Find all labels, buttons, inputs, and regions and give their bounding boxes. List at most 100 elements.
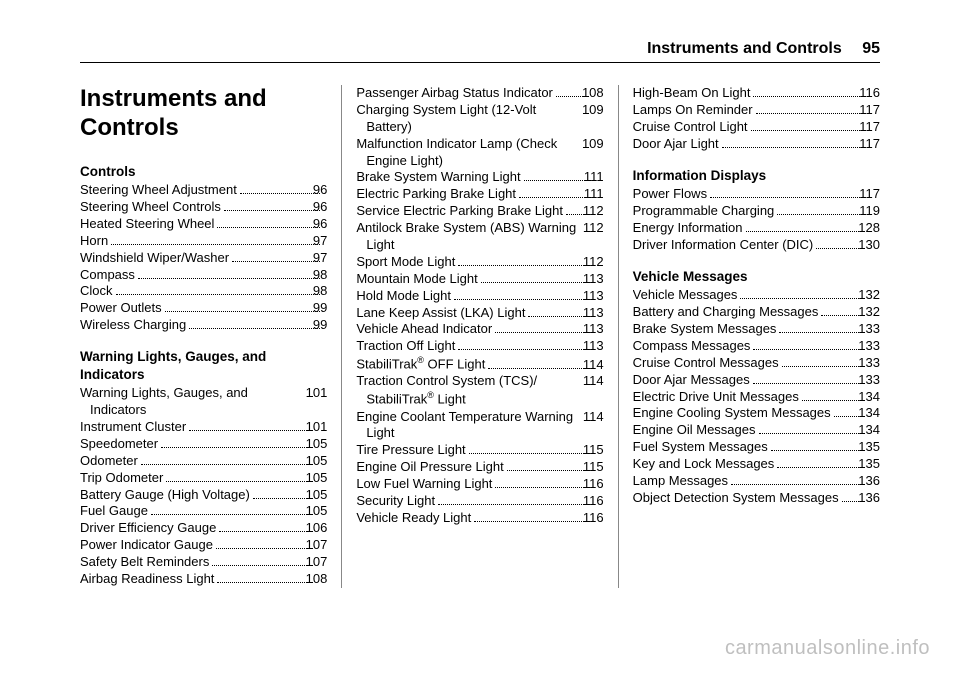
toc-leader bbox=[454, 299, 590, 300]
toc-entry: Hold Mode Light 113 bbox=[356, 288, 603, 305]
toc-entry: Engine Coolant Temperature Warning Light… bbox=[356, 409, 603, 443]
toc-leader bbox=[528, 316, 589, 317]
toc-label: Trip Odometer bbox=[90, 470, 163, 487]
toc-page: 113 bbox=[593, 271, 604, 288]
content-columns: Instruments and Controls ControlsSteerin… bbox=[80, 85, 880, 588]
toc-label: Service Electric Parking Brake Light bbox=[366, 203, 563, 220]
toc-entry: Power Outlets99 bbox=[80, 300, 327, 317]
toc-entry: Odometer105 bbox=[80, 453, 327, 470]
toc-label: Fuel System Messages bbox=[643, 439, 768, 456]
toc-entry: Low Fuel Warning Light116 bbox=[356, 476, 603, 493]
toc-label: Energy Information bbox=[643, 220, 743, 237]
toc-entry: Door Ajar Messages133 bbox=[633, 372, 880, 389]
toc-page: 97 bbox=[323, 250, 327, 267]
toc-page: 116 bbox=[593, 510, 604, 527]
toc-page: 107 bbox=[316, 554, 328, 571]
toc-entry: Wireless Charging99 bbox=[80, 317, 327, 334]
toc-page: 113 bbox=[593, 305, 604, 322]
toc-leader bbox=[722, 147, 867, 148]
toc-page: 119 bbox=[869, 203, 880, 220]
toc-page: 117 bbox=[869, 119, 880, 136]
section-title: Vehicle Messages bbox=[633, 268, 880, 286]
toc-page: 108 bbox=[592, 85, 604, 102]
toc-label: Warning Lights, Gauges, and Indicators bbox=[90, 385, 304, 419]
toc-leader bbox=[458, 265, 590, 266]
toc-label: Programmable Charging bbox=[643, 203, 775, 220]
toc-label: Lamps On Reminder bbox=[643, 102, 753, 119]
toc-entry: Compass98 bbox=[80, 267, 327, 284]
toc-page: 109 bbox=[592, 136, 604, 153]
toc-leader bbox=[458, 349, 590, 350]
toc-page: 136 bbox=[868, 473, 880, 490]
toc-label: Hold Mode Light bbox=[366, 288, 451, 305]
toc-entry: Charging System Light (12-Volt Battery)1… bbox=[356, 102, 603, 136]
toc-entry: Antilock Brake System (ABS) Warning Ligh… bbox=[356, 220, 603, 254]
toc-label: Speedometer bbox=[90, 436, 158, 453]
toc-entry: Lamp Messages 136 bbox=[633, 473, 880, 490]
toc-page: 96 bbox=[323, 182, 327, 199]
toc-entry: Steering Wheel Controls96 bbox=[80, 199, 327, 216]
toc-page: 108 bbox=[316, 571, 328, 588]
toc-leader bbox=[495, 332, 590, 333]
toc-entry: Malfunction Indicator Lamp (Check Engine… bbox=[356, 136, 603, 170]
toc-label: Battery and Charging Messages bbox=[643, 304, 819, 321]
toc-page: 101 bbox=[316, 385, 328, 402]
toc-entry: Safety Belt Reminders 107 bbox=[80, 554, 327, 571]
page: Instruments and Controls 95 Instruments … bbox=[0, 0, 960, 618]
toc-label: StabiliTrak® OFF Light bbox=[366, 355, 485, 373]
toc-label: Electric Parking Brake Light bbox=[366, 186, 516, 203]
toc-page: 115 bbox=[593, 459, 604, 476]
toc-entry: Brake System Warning Light111 bbox=[356, 169, 603, 186]
toc-page: 106 bbox=[316, 520, 328, 537]
toc-leader bbox=[731, 484, 865, 485]
toc-page: 135 bbox=[868, 456, 880, 473]
column-3: High-Beam On Light116Lamps On Reminder11… bbox=[619, 85, 880, 588]
toc-leader bbox=[753, 96, 866, 97]
toc-label: Fuel Gauge bbox=[90, 503, 148, 520]
toc-label: Cruise Control Light bbox=[643, 119, 748, 136]
toc-leader bbox=[740, 298, 865, 299]
toc-leader bbox=[116, 294, 320, 295]
toc-leader bbox=[777, 214, 866, 215]
toc-entry: Windshield Wiper/Washer 97 bbox=[80, 250, 327, 267]
toc-entry: Security Light116 bbox=[356, 493, 603, 510]
toc-leader bbox=[189, 328, 320, 329]
toc-entry: Service Electric Parking Brake Light112 bbox=[356, 203, 603, 220]
toc-label: Passenger Airbag Status Indicator bbox=[366, 85, 553, 102]
toc-entry: Door Ajar Light117 bbox=[633, 136, 880, 153]
toc-entry: Fuel Gauge105 bbox=[80, 503, 327, 520]
toc-entry: Brake System Messages133 bbox=[633, 321, 880, 338]
toc-entry: Driver Information Center (DIC)130 bbox=[633, 237, 880, 254]
toc-leader bbox=[751, 130, 867, 131]
toc-leader bbox=[240, 193, 320, 194]
toc-page: 132 bbox=[868, 304, 880, 321]
toc-leader bbox=[753, 383, 866, 384]
toc-label: Door Ajar Messages bbox=[643, 372, 750, 389]
toc-page: 111 bbox=[594, 169, 604, 186]
toc-leader bbox=[474, 521, 590, 522]
column-2: Passenger Airbag Status Indicator108Char… bbox=[342, 85, 618, 588]
toc-entry: Cruise Control Light 117 bbox=[633, 119, 880, 136]
toc-label: Key and Lock Messages bbox=[643, 456, 775, 473]
toc-label: Electric Drive Unit Messages bbox=[643, 389, 799, 406]
watermark: carmanualsonline.info bbox=[725, 637, 930, 660]
toc-label: Clock bbox=[90, 283, 113, 300]
toc-label: Charging System Light (12-Volt Battery) bbox=[366, 102, 580, 136]
toc-label: Brake System Messages bbox=[643, 321, 777, 338]
toc-page: 98 bbox=[323, 267, 327, 284]
toc-label: Lamp Messages bbox=[643, 473, 728, 490]
toc-label: Windshield Wiper/Washer bbox=[90, 250, 229, 267]
toc-entry: Speedometer105 bbox=[80, 436, 327, 453]
column-1: Instruments and Controls ControlsSteerin… bbox=[80, 85, 342, 588]
toc-entry: Engine Oil Messages134 bbox=[633, 422, 880, 439]
toc-page: 116 bbox=[869, 85, 880, 102]
toc-label: Safety Belt Reminders bbox=[90, 554, 209, 571]
toc-page: 112 bbox=[593, 254, 604, 271]
toc-page: 134 bbox=[868, 405, 880, 422]
toc-entry: StabiliTrak® OFF Light114 bbox=[356, 355, 603, 373]
toc-page: 117 bbox=[869, 102, 880, 119]
toc-leader bbox=[746, 231, 866, 232]
toc-page: 113 bbox=[593, 288, 604, 305]
toc-entry: Power Indicator Gauge107 bbox=[80, 537, 327, 554]
toc-leader bbox=[217, 227, 319, 228]
